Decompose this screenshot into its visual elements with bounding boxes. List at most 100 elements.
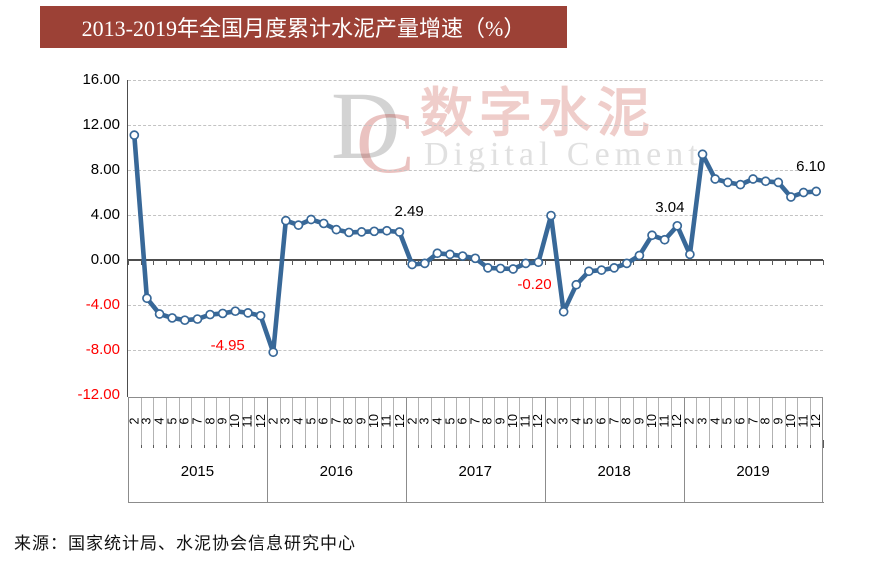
month-separator [557,398,559,445]
zero-axis-tick [607,260,609,265]
data-point-marker [596,265,607,275]
zero-axis-tick [405,260,407,265]
data-point-marker [167,313,178,323]
data-point-marker [268,347,279,358]
zero-axis-tick [544,260,546,265]
zero-axis-tick [443,260,445,265]
month-label-text: 12 [809,414,824,428]
data-point-marker [230,306,241,317]
zero-axis-tick [367,260,369,265]
data-point-marker [634,250,645,261]
month-separator [771,398,773,445]
month-separator [595,398,597,445]
data-point-marker [318,218,329,229]
month-separator [431,398,433,445]
month-separator [759,398,761,445]
month-separator [165,398,167,445]
zero-axis-tick [721,260,723,265]
data-point-marker [571,279,582,290]
month-separator [241,398,243,445]
data-label: -4.95 [210,336,245,354]
month-separator [784,398,786,445]
zero-axis-tick [746,260,748,265]
data-point-marker [798,187,809,198]
month-separator [582,398,584,445]
gridline [128,305,823,306]
month-separator [393,398,395,445]
data-point-marker [811,186,822,197]
zero-axis-tick [468,260,470,265]
chart-title: 2013-2019年全国月度累计水泥产量增速（%） [81,16,526,41]
zero-axis-tick [494,260,496,265]
month-separator [721,398,723,445]
gridline [128,350,823,351]
y-axis-label: 16.00 [82,71,120,88]
y-axis-label: 12.00 [82,116,120,133]
month-separator [809,398,811,445]
year-label: 2015 [180,463,215,480]
month-label: 12 [807,399,825,443]
data-point-marker [344,227,354,238]
data-point-marker [558,306,569,317]
data-label: 2.49 [394,202,424,220]
data-point-marker [255,310,266,321]
month-separator [178,398,180,445]
month-separator [304,398,306,445]
month-separator [468,398,470,445]
zero-axis-tick [203,260,205,265]
month-separator [734,398,736,445]
data-point-marker [786,192,796,202]
month-separator [481,398,483,445]
month-separator [292,398,294,445]
zero-axis-tick [292,260,294,265]
data-point-marker [672,220,683,231]
month-separator [279,398,281,445]
gridline [128,125,823,126]
year-separator [405,397,407,502]
data-point-marker [243,308,253,318]
data-point-marker [179,315,190,326]
year-label: 2016 [319,463,354,480]
month-separator [229,398,231,445]
data-label: -0.20 [517,276,552,294]
month-separator [620,398,622,445]
zero-axis-tick [165,260,167,265]
year-label: 2019 [736,463,770,480]
month-separator [633,398,635,445]
month-separator [330,398,332,445]
data-point-marker [609,263,619,273]
month-separator [418,398,420,445]
zero-axis-tick [809,260,811,265]
zero-axis-tick [822,260,824,265]
y-axis-label: 0.00 [90,251,120,268]
chart-title-bar: 2013-2019年全国月度累计水泥产量增速（%） [40,6,567,48]
data-point-marker [293,220,304,230]
y-axis-label: 4.00 [90,206,120,223]
data-point-marker [722,177,733,188]
month-separator [153,398,155,445]
month-separator [645,398,647,445]
month-separator [658,398,660,445]
data-point-marker [356,227,367,237]
zero-axis-tick [582,260,584,265]
month-separator [696,398,698,445]
month-separator [532,398,534,445]
month-separator [367,398,369,445]
data-point-marker [647,230,657,241]
gridline [128,170,823,171]
zero-axis-tick [317,260,319,265]
month-separator [140,398,142,445]
data-point-marker [192,314,203,324]
data-point-marker [546,210,556,221]
month-separator [569,398,571,445]
zero-axis-tick [140,260,142,265]
data-point-marker [659,234,670,245]
data-point-marker [331,224,342,235]
table-bottom-line [128,502,824,503]
year-separator [683,397,685,502]
zero-axis-tick [658,260,660,265]
zero-axis-tick [229,260,231,265]
zero-axis-tick [128,260,129,265]
data-point-marker [710,174,721,184]
data-point-marker [760,176,771,187]
